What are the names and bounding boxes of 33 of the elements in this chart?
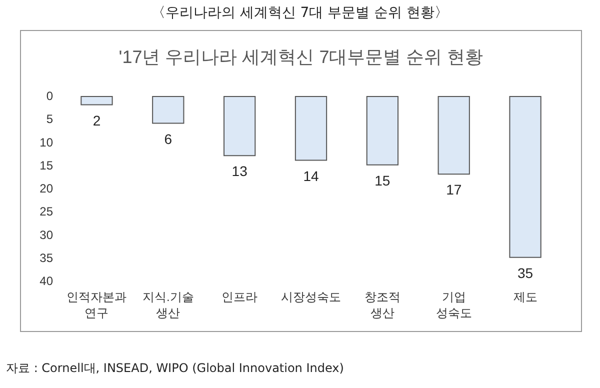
x-tick-label: 인프라 <box>222 290 258 304</box>
y-tick-label: 20 <box>40 182 54 196</box>
bar <box>152 96 184 124</box>
x-tick-label: 창조적 생산 <box>364 290 400 320</box>
bar <box>509 96 542 258</box>
chart-title: 〈우리나라의 세계혁신 7대 부문별 순위 현황〉 <box>150 4 450 22</box>
y-tick-label: 30 <box>40 228 54 242</box>
y-tick-label: 35 <box>40 250 54 265</box>
data-label: 14 <box>303 168 319 184</box>
x-tick-label: 시장성숙도 <box>281 290 341 304</box>
data-label: 13 <box>232 163 248 180</box>
y-tick-label: 15 <box>40 158 54 172</box>
y-tick-label: 40 <box>40 274 54 288</box>
x-tick-label: 인적자본과 연구 <box>66 290 127 320</box>
chart-subtitle: '17년 우리나라 세계혁신 7대부문별 순위 현황 <box>118 47 484 67</box>
y-tick-label: 10 <box>40 135 54 150</box>
data-label: 15 <box>374 172 390 188</box>
data-label: 6 <box>164 130 172 147</box>
y-tick-label: 25 <box>40 204 54 219</box>
bar <box>294 96 328 161</box>
data-label: 2 <box>92 112 101 128</box>
x-tick-label: 제도 <box>513 290 538 304</box>
bar <box>366 96 398 166</box>
bar <box>438 96 470 175</box>
y-tick-label: 0 <box>46 89 54 103</box>
data-label: 35 <box>517 264 534 281</box>
text: 자료 : Cornell대, INSEAD, WIPO (Global Innovation Index) <box>6 360 344 377</box>
x-tick-label: 기업 성숙도 <box>436 290 472 320</box>
y-tick-label: 5 <box>46 112 54 126</box>
x-tick-label: 지식.기술 생산 <box>142 290 194 320</box>
data-label: 17 <box>446 182 462 198</box>
bar <box>224 96 256 156</box>
bar <box>80 96 113 106</box>
